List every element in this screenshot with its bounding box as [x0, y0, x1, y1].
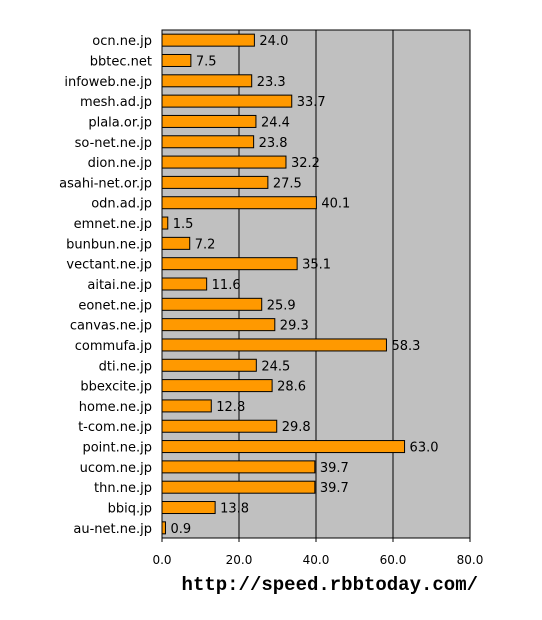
bar: [161, 257, 298, 271]
category-label: emnet.ne.jp: [74, 217, 152, 232]
category-labels: ocn.ne.jp bbtec.net infoweb.ne.jp mesh.ad.j…: [59, 34, 152, 537]
bar: [161, 297, 263, 311]
bar: [161, 236, 191, 250]
bar: [161, 155, 287, 169]
category-label: dti.ne.jp: [99, 359, 152, 374]
bar: [161, 196, 317, 210]
data-label: 24.0: [259, 34, 288, 49]
data-label: 29.8: [282, 420, 311, 435]
category-label: vectant.ne.jp: [66, 258, 152, 273]
data-label: 58.3: [391, 339, 420, 354]
data-label: 40.1: [321, 197, 350, 212]
x-tick-label: 0.0: [152, 553, 171, 567]
category-label: ucom.ne.jp: [80, 461, 152, 476]
bar: [161, 440, 406, 454]
data-label: 23.8: [259, 136, 288, 151]
data-label: 63.0: [410, 441, 439, 456]
bar: [161, 94, 293, 108]
x-tick-label: 20.0: [226, 553, 253, 567]
bar: [161, 114, 257, 128]
data-label: 28.6: [277, 380, 306, 395]
category-label: plala.or.jp: [88, 115, 152, 130]
data-label: 24.4: [261, 115, 290, 130]
category-label: t-com.ne.jp: [78, 420, 152, 435]
bar: [161, 318, 276, 332]
bar: [161, 501, 216, 515]
grid-lines: [238, 30, 394, 538]
data-label: 33.7: [297, 95, 326, 110]
category-label: thn.ne.jp: [94, 481, 152, 496]
x-tick-label: 60.0: [380, 553, 407, 567]
data-label: 13.8: [220, 502, 249, 517]
x-tick-label: 80.0: [457, 553, 484, 567]
data-label: 1.5: [173, 217, 194, 232]
bars: [161, 33, 406, 535]
data-label: 25.9: [267, 298, 296, 313]
category-label: dion.ne.jp: [88, 156, 152, 171]
category-label: bbiq.jp: [108, 502, 152, 517]
data-label: 39.7: [320, 481, 349, 496]
category-label: infoweb.ne.jp: [64, 75, 152, 90]
category-label: point.ne.jp: [82, 441, 152, 456]
value-labels: 24.0 7.5 23.3 33.7 24.4 23.832.2 27.5 40.1 1.57.…: [170, 34, 438, 537]
bar: [161, 216, 169, 230]
category-label: odn.ad.jp: [91, 197, 152, 212]
bar: [161, 379, 273, 393]
data-label: 7.2: [195, 237, 216, 252]
x-tick-label: 40.0: [303, 553, 330, 567]
data-label: 0.9: [170, 522, 191, 537]
category-label: so-net.ne.jp: [75, 136, 152, 151]
source-url: http://speed.rbbtoday.com/: [181, 574, 478, 596]
data-label: 11.6: [212, 278, 241, 293]
bar: [161, 74, 253, 88]
bar: [161, 521, 166, 535]
data-label: 24.5: [261, 359, 290, 374]
bar: [161, 277, 208, 291]
bar: [161, 358, 257, 372]
data-label: 27.5: [273, 176, 302, 191]
category-label: aitai.ne.jp: [87, 278, 152, 293]
data-label: 12.8: [216, 400, 245, 415]
category-label: commufa.jp: [75, 339, 152, 354]
bar: [161, 399, 212, 413]
category-label: eonet.ne.jp: [78, 298, 152, 313]
category-label: bbtec.net: [90, 54, 152, 69]
x-axis-ticks: 0.0 20.0 40.0 60.0 80.0: [152, 538, 483, 567]
data-label: 32.2: [291, 156, 320, 171]
bar: [161, 480, 316, 494]
category-label: asahi-net.or.jp: [59, 176, 152, 191]
data-label: 23.3: [257, 75, 286, 90]
bar: [161, 53, 192, 67]
category-label: bunbun.ne.jp: [66, 237, 152, 252]
category-label: ocn.ne.jp: [92, 34, 152, 49]
category-label: bbexcite.jp: [80, 380, 152, 395]
category-label: au-net.ne.jp: [73, 522, 152, 537]
bar: [161, 135, 255, 149]
bar: [161, 460, 316, 474]
bar: [161, 338, 387, 352]
category-label: home.ne.jp: [79, 400, 152, 415]
bar: [161, 33, 255, 47]
bar: [161, 419, 278, 433]
data-label: 29.3: [280, 319, 309, 334]
bar: [161, 175, 269, 189]
category-label: mesh.ad.jp: [80, 95, 152, 110]
category-label: canvas.ne.jp: [70, 319, 152, 334]
data-label: 39.7: [320, 461, 349, 476]
data-label: 35.1: [302, 258, 331, 273]
data-label: 7.5: [196, 54, 217, 69]
